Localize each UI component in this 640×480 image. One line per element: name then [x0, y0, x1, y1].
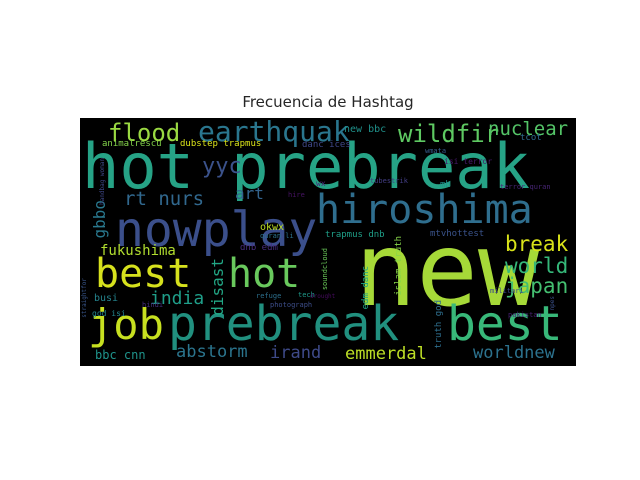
word-best-2: best: [447, 296, 563, 352]
word-gbbo: gbbo: [90, 200, 109, 239]
word-japan: japan: [505, 274, 569, 298]
word-tech: tech: [298, 291, 315, 299]
word-earthquak: earthquak: [198, 118, 350, 148]
word-wx: wx: [316, 179, 326, 188]
word-handbag-woman: handbag woman: [99, 158, 106, 205]
word-fukushima: fukushima: [100, 243, 176, 259]
word-straightfor: straightfor: [81, 278, 88, 318]
word-nuclear: nuclear: [488, 118, 569, 140]
word-hot-prebreak: hot prebreak: [82, 130, 530, 203]
word-job: job: [88, 300, 164, 349]
word-god-isi: god isi: [92, 309, 126, 318]
word-bbc-cnn: bbc cnn: [95, 348, 146, 362]
word-okwx: okwx: [260, 222, 285, 233]
word-hiroshima: hiroshima: [316, 187, 533, 233]
word-new-bbc: new bbc: [344, 124, 387, 135]
word-mtvhottest: mtvhottest: [430, 229, 485, 239]
word-edm-danc: edm danc: [361, 266, 371, 310]
word-hire: hire: [288, 191, 305, 199]
word-soundcloud: soundcloud: [321, 248, 329, 291]
word-dnb-edm: dnb edm: [240, 243, 278, 253]
word-disast: disast: [208, 258, 227, 316]
word-hot: hot: [228, 251, 301, 297]
word-animalrescu: animalrescu: [102, 139, 162, 149]
word-india: india: [150, 288, 205, 309]
word-worldnew: worldnew: [473, 343, 555, 363]
word-npes: npes: [549, 296, 556, 311]
word-quran-li: quran li: [260, 232, 294, 240]
word-trapmus-dnb: trapmus dnb: [325, 230, 385, 240]
word-tubestrik: tubestrik: [370, 177, 408, 185]
word-mh: mh: [440, 180, 451, 190]
word-militari: militari: [490, 287, 524, 295]
word-yyc: yyc: [202, 154, 242, 179]
word-world: world: [505, 254, 569, 278]
word-tcot: tcot: [520, 133, 542, 143]
word-wmata: wmata: [425, 147, 447, 155]
word-photograph: photograph: [270, 301, 313, 309]
word-cloud: hot prebreak new nowplay hiroshima prebr…: [80, 118, 576, 366]
chart-title: Frecuencia de Hashtag: [242, 93, 414, 111]
word-hindi: hindi: [142, 301, 164, 309]
word-refuge: refuge: [256, 292, 282, 300]
word-drought: drought: [310, 293, 336, 300]
word-terror-quran: terror quran: [500, 183, 551, 191]
word-truth-god: truth god: [434, 300, 444, 349]
word-new: new: [355, 211, 540, 330]
word-islam-truth: islam truth: [394, 236, 404, 296]
word-pakistan: pakistan: [508, 311, 542, 319]
word-emmerdal: emmerdal: [345, 344, 427, 364]
word-irand: irand: [270, 343, 322, 363]
word-break: break: [505, 232, 569, 256]
word-busi: busi: [94, 293, 119, 304]
word-flood: flood: [108, 119, 181, 147]
word-danc-ices: danc ices: [302, 140, 351, 150]
word-art: art: [235, 184, 264, 203]
word-wildfir: wildfir: [398, 120, 500, 148]
word-isi-terror: isi terror: [444, 157, 493, 166]
word-best-1: best: [95, 251, 192, 297]
word-nowplay: nowplay: [115, 202, 318, 258]
word-dubstep-trapmus: dubstep trapmus: [180, 139, 262, 149]
word-prebreak: prebreak: [168, 296, 400, 352]
word-abstorm: abstorm: [176, 342, 248, 362]
word-rt-nurs: rt nurs: [124, 188, 205, 210]
